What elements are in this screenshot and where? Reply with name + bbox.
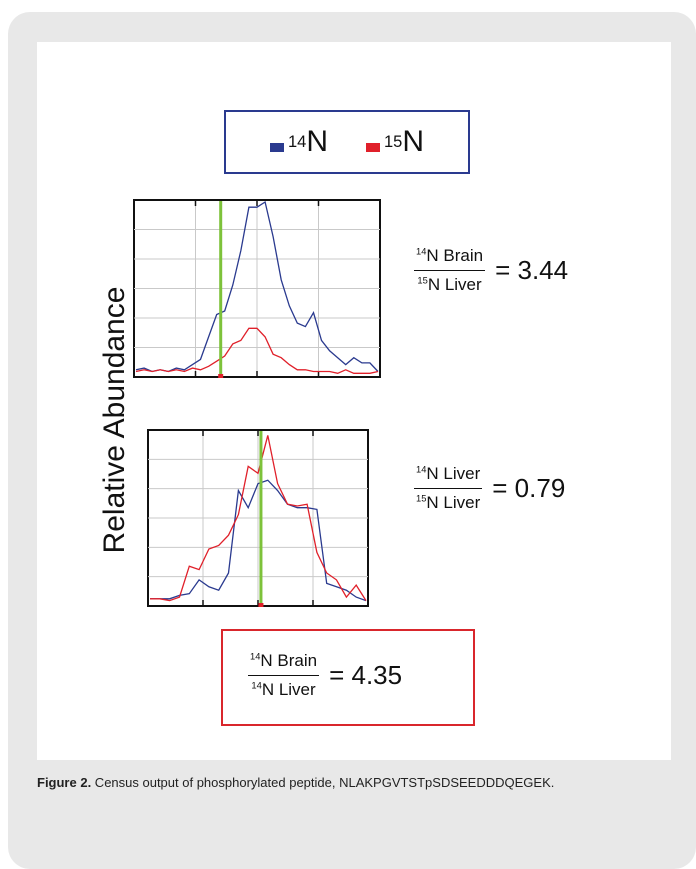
y-axis-label: Relative Abundance [98, 286, 131, 554]
ratio-1: 14N Brain 15N Liver = 3.44 [414, 246, 568, 295]
ratio-2-denominator: 15N Liver [414, 489, 482, 513]
ratio-2-den-text: N Liver [426, 493, 481, 512]
chart-bottom-series-14n-line [150, 479, 367, 602]
ratio-3-den-text: N Liver [261, 680, 316, 699]
ratio-1-fraction: 14N Brain 15N Liver [414, 246, 486, 295]
ratio-1-den-text: N Liver [427, 275, 482, 294]
ratio-1-denominator: 15N Liver [414, 271, 485, 295]
chart-top-marker-point [218, 374, 224, 378]
chart-bottom-marker-point [258, 603, 264, 607]
figure-caption: Figure 2. Census output of phosphorylate… [37, 773, 597, 793]
ratio-2-numerator: 14N Liver [414, 464, 483, 489]
ratio-1-num-text: N Brain [426, 246, 484, 265]
ratio-2-den-sup: 15 [416, 493, 427, 504]
ratio-1-value: = 3.44 [495, 255, 569, 285]
legend-swatch-15n [366, 142, 380, 152]
chart-top-series-14n-line [135, 200, 379, 373]
ratio-1-num-sup: 14 [416, 246, 427, 257]
chart-bottom [147, 429, 369, 607]
ratio-1-den-sup: 15 [417, 275, 428, 286]
legend-15n-label: N [402, 125, 425, 158]
ratio-3-num-sup: 14 [250, 651, 261, 662]
legend-14n-label: N [306, 125, 328, 158]
chart-top [133, 199, 381, 378]
ratio-2-value: = 0.79 [492, 473, 566, 503]
ratio-3-fraction: 14N Brain 14N Liver [248, 651, 320, 700]
caption-label: Figure 2. [37, 775, 92, 790]
ratio-3-numerator: 14N Brain [248, 651, 320, 676]
legend-item-15n: 15 N [366, 125, 424, 159]
result-box: 14N Brain 14N Liver = 4.35 [221, 629, 475, 726]
ratio-1-numerator: 14N Brain [414, 246, 486, 271]
legend-item-14n: 14 N [269, 125, 328, 159]
ratio-3-denominator: 14N Liver [248, 676, 319, 700]
legend-swatch-14n [269, 142, 284, 152]
ratio-3-den-sup: 14 [251, 680, 262, 691]
ratio-2: 14N Liver 15N Liver = 0.79 [414, 464, 565, 513]
ratio-3: 14N Brain 14N Liver = 4.35 [248, 651, 402, 700]
legend-15n-sup: 15 [384, 132, 403, 151]
legend-14n-sup: 14 [287, 132, 307, 151]
ratio-2-fraction: 14N Liver 15N Liver [414, 464, 483, 513]
chart-bottom-series-15n-line [150, 435, 367, 602]
chart-top-series-15n-line [135, 327, 379, 374]
ratio-2-num-text: N Liver [426, 464, 481, 483]
ratio-2-num-sup: 14 [416, 464, 427, 475]
ratio-3-num-text: N Brain [260, 651, 318, 670]
ratio-3-value: = 4.35 [329, 660, 403, 690]
caption-text: Census output of phosphorylated peptide,… [91, 775, 555, 790]
legend: 14 N 15 N [224, 110, 470, 174]
